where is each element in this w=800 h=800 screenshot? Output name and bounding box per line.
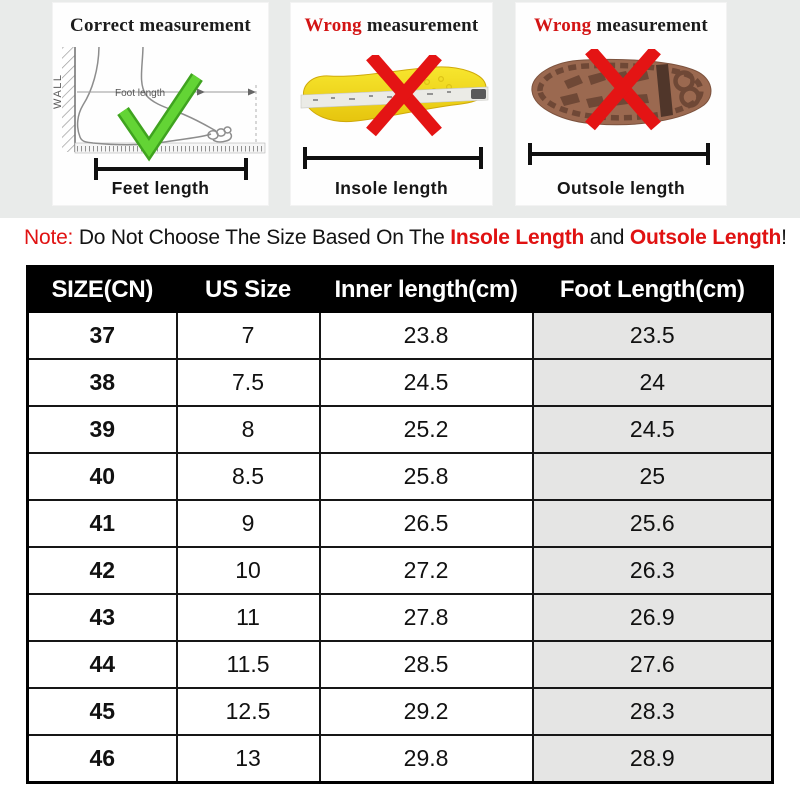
table-cell: 26.3 — [531, 546, 774, 595]
note-prefix: Note: — [24, 226, 74, 249]
panel-title: Wrong measurement — [516, 15, 726, 37]
table-cell: 12.5 — [175, 687, 321, 736]
outsole-illustration — [528, 49, 712, 165]
table-cell: 39 — [26, 405, 178, 454]
insole-length-bracket — [303, 147, 483, 169]
table-row: 44 11.5 28.5 27.6 — [26, 640, 774, 689]
table-header-row: SIZE(CN) US Size Inner length(cm) Foot L… — [26, 265, 774, 313]
table-body: 37 7 23.8 23.5 38 7.5 24.5 24 39 8 25.2 24.5 40 8.5 25… — [26, 311, 774, 784]
feet-length-bracket — [94, 158, 248, 180]
table-cell: 24.5 — [531, 405, 774, 454]
panel-title-rest: measurement — [134, 15, 251, 36]
panel-title-prefix: Wrong — [304, 15, 362, 36]
header-foot-length: Foot Length(cm) — [531, 265, 774, 313]
foot-length-label: Foot length — [115, 88, 165, 99]
panel-title-prefix: Correct — [70, 15, 135, 36]
note-outsole-length: Outsole Length — [629, 226, 782, 249]
table-cell: 28.9 — [531, 734, 774, 784]
note-insole-length: Insole Length — [450, 226, 585, 249]
check-icon — [117, 73, 203, 162]
panel-title-rest: measurement — [361, 15, 479, 36]
table-row: 39 8 25.2 24.5 — [26, 405, 774, 454]
table-cell: 9 — [175, 499, 321, 548]
table-cell: 25.2 — [318, 405, 534, 454]
table-row: 40 8.5 25.8 25 — [26, 452, 774, 501]
table-cell: 29.8 — [318, 734, 534, 784]
feet-length-label: Feet length — [111, 178, 210, 198]
table-cell: 13 — [175, 734, 321, 784]
table-cell: 42 — [26, 546, 178, 595]
table-row: 45 12.5 29.2 28.3 — [26, 687, 774, 736]
table-cell: 46 — [26, 734, 178, 784]
table-cell: 28.3 — [531, 687, 774, 736]
table-cell: 8 — [175, 405, 321, 454]
outsole-length-label: Outsole length — [556, 178, 686, 198]
panel-title: Correct measurement — [53, 15, 268, 37]
table-cell: 26.9 — [531, 593, 774, 642]
panel-title-rest: measurement — [591, 15, 708, 36]
table-cell: 7.5 — [175, 358, 321, 407]
table-cell: 23.5 — [531, 311, 774, 360]
ruler — [75, 143, 265, 152]
foot-measurement-illustration: WALL Foot length — [53, 47, 266, 180]
table-cell: 27.6 — [531, 640, 774, 689]
insole-illustration — [300, 55, 489, 169]
header-size-cn: SIZE(CN) — [26, 265, 178, 313]
table-row: 42 10 27.2 26.3 — [26, 546, 774, 595]
table-cell: 25 — [531, 452, 774, 501]
table-cell: 7 — [175, 311, 321, 360]
table-cell: 37 — [26, 311, 178, 360]
table-cell: 25.8 — [318, 452, 534, 501]
panel-title-prefix: Wrong — [534, 15, 592, 36]
table-cell: 8.5 — [175, 452, 321, 501]
table-cell: 27.8 — [318, 593, 534, 642]
table-cell: 27.2 — [318, 546, 534, 595]
table-cell: 45 — [26, 687, 178, 736]
cross-icon — [585, 49, 661, 131]
insole-length-label: Insole length — [334, 178, 449, 198]
table-cell: 11 — [175, 593, 321, 642]
table-cell: 23.8 — [318, 311, 534, 360]
outsole-length-bracket — [528, 143, 710, 165]
table-row: 38 7.5 24.5 24 — [26, 358, 774, 407]
panel-correct-measurement: Correct measurement WALL — [52, 2, 269, 206]
note-body: Do Not Choose The Size Based On The — [73, 226, 451, 249]
table-cell: 38 — [26, 358, 178, 407]
table-cell: 44 — [26, 640, 178, 689]
table-cell: 24 — [531, 358, 774, 407]
table-cell: 26.5 — [318, 499, 534, 548]
table-cell: 43 — [26, 593, 178, 642]
table-cell: 10 — [175, 546, 321, 595]
size-chart-table: SIZE(CN) US Size Inner length(cm) Foot L… — [26, 265, 774, 784]
wall-label: WALL — [53, 73, 64, 109]
note-and: and — [584, 226, 630, 249]
panel-wrong-insole: Wrong measurement — [290, 2, 493, 206]
note-suffix: ! — [781, 226, 787, 249]
measurement-instructions-band: Correct measurement WALL — [0, 0, 800, 218]
panel-wrong-outsole: Wrong measurement — [515, 2, 727, 206]
table-cell: 29.2 — [318, 687, 534, 736]
foot-outline — [76, 47, 233, 146]
table-row: 46 13 29.8 28.9 — [26, 734, 774, 784]
table-cell: 28.5 — [318, 640, 534, 689]
note-line: Note: Do Not Choose The Size Based On Th… — [24, 226, 794, 250]
table-row: 37 7 23.8 23.5 — [26, 311, 774, 360]
table-cell: 24.5 — [318, 358, 534, 407]
header-us-size: US Size — [175, 265, 321, 313]
table-cell: 11.5 — [175, 640, 321, 689]
header-inner-length: Inner length(cm) — [318, 265, 534, 313]
table-row: 41 9 26.5 25.6 — [26, 499, 774, 548]
table-cell: 41 — [26, 499, 178, 548]
table-cell: 25.6 — [531, 499, 774, 548]
foot-length-arrow: Foot length — [77, 85, 257, 143]
table-cell: 40 — [26, 452, 178, 501]
cross-icon — [366, 55, 442, 137]
panel-title: Wrong measurement — [291, 15, 492, 37]
table-row: 43 11 27.8 26.9 — [26, 593, 774, 642]
wall-hatching — [62, 47, 75, 152]
